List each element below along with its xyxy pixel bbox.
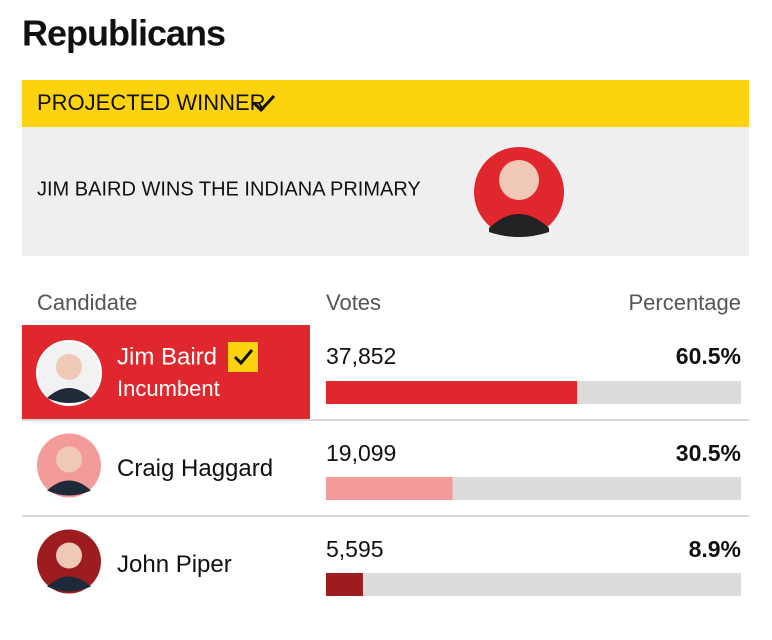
candidate-name: Jim Baird [117,343,217,370]
column-header: Candidate [37,290,137,315]
photo-face [56,542,82,569]
check-icon [252,94,276,113]
vote-count: 37,852 [326,343,396,369]
vote-bar [326,573,363,596]
photo-face [56,354,82,380]
vote-percentage: 60.5% [676,343,741,369]
photo-suit [47,480,91,496]
banner-label: PROJECTED WINNER [37,90,266,115]
column-header: Votes [326,290,381,315]
vote-bar [326,381,578,404]
winner-banner [22,80,749,127]
vote-count: 19,099 [326,440,396,466]
photo-face [499,160,539,200]
winner-check-box [228,342,258,372]
title: Republicans [22,13,225,54]
headline-box [22,127,749,256]
bar-track [326,573,741,596]
candidate-name: John Piper [117,551,232,578]
candidate-note: Incumbent [117,376,220,401]
vote-bar [326,477,453,500]
vote-percentage: 8.9% [689,536,741,562]
photo-suit [489,214,549,237]
vote-count: 5,595 [326,536,384,562]
vote-percentage: 30.5% [676,440,741,466]
headline: JIM BAIRD WINS THE INDIANA PRIMARY [37,178,421,200]
candidate-name: Craig Haggard [117,455,273,482]
photo-suit [47,388,91,403]
photo-suit [47,576,91,592]
photo-face [56,446,82,473]
column-header: Percentage [628,290,741,315]
winner-check [233,349,254,366]
